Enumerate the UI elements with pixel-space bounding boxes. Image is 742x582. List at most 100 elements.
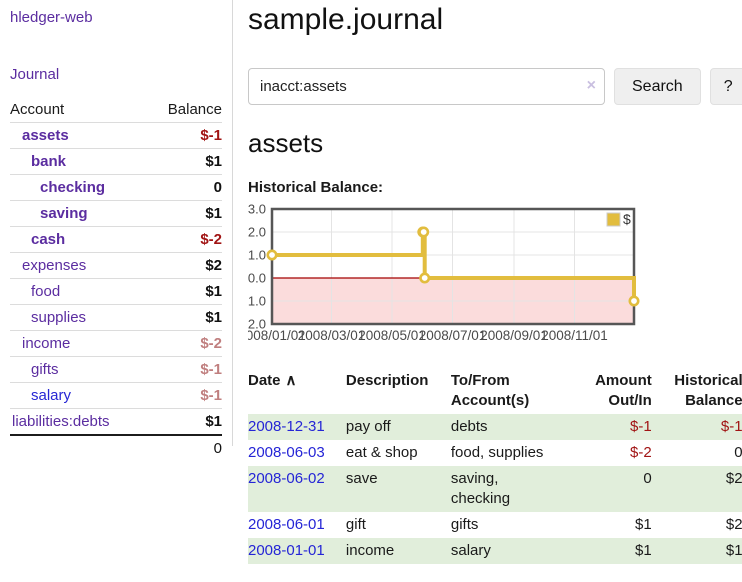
transaction-description: pay off xyxy=(345,418,391,435)
svg-text:2008/11/01: 2008/11/01 xyxy=(541,328,608,343)
transaction-date-link[interactable]: 2008-06-02 xyxy=(248,470,325,487)
transaction-date-link[interactable]: 2008-01-01 xyxy=(248,542,325,559)
register-table: Date ∧ Description To/From Account(s) Amo… xyxy=(248,368,742,564)
svg-text:2.0: 2.0 xyxy=(248,225,266,240)
account-row-liabilities-debts: liabilities:debts $1 xyxy=(10,408,222,435)
account-row-saving: saving $1 xyxy=(10,200,222,227)
historical-balance-chart[interactable]: 3.0 2.0 1.0 0.0 -1.0 -2.02008/01/012008/03/01… xyxy=(238,202,742,350)
account-link-supplies[interactable]: supplies xyxy=(31,309,87,326)
search-box: × xyxy=(248,68,605,105)
svg-text:-2.0: -2.0 xyxy=(248,317,266,332)
account-balance: $-1 xyxy=(147,356,222,383)
search-input[interactable] xyxy=(248,68,605,105)
accounts-total-row: 0 xyxy=(10,434,222,461)
transaction-description: gift xyxy=(345,516,366,533)
main-content: sample.journal × Search ? assets Histori… xyxy=(233,0,742,564)
account-balance: $1 xyxy=(147,148,222,175)
svg-text:3.0: 3.0 xyxy=(248,204,266,217)
accounts-table: Account Balance assets $-1 bank $1 check… xyxy=(10,97,222,461)
page-title: sample.journal xyxy=(248,3,444,36)
account-balance: $-2 xyxy=(147,226,222,253)
sidebar: hledger-web Journal Account Balance asse… xyxy=(0,0,233,461)
transaction-accounts: salary xyxy=(450,542,491,559)
amount-column-header: Amount Out/In xyxy=(595,372,652,409)
account-link-checking[interactable]: checking xyxy=(40,179,106,196)
transaction-amount: $1 xyxy=(635,542,652,559)
svg-text:1.0: 1.0 xyxy=(248,248,266,263)
transaction-amount: $-1 xyxy=(630,418,652,435)
transaction-balance: $2 xyxy=(725,470,742,487)
transaction-balance: $2 xyxy=(725,516,742,533)
transaction-row: 2008-12-31 pay off debts $-1 $-1 xyxy=(248,414,742,440)
transaction-amount: $1 xyxy=(635,516,652,533)
search-help-button[interactable]: ? xyxy=(709,68,742,105)
account-row-income: income $-2 xyxy=(10,330,222,357)
accounts-total-value: 0 xyxy=(147,434,222,461)
sidebar-item-journal[interactable]: Journal xyxy=(10,66,60,83)
account-link-bank[interactable]: bank xyxy=(31,153,67,170)
transaction-accounts: saving, checking xyxy=(450,470,511,507)
account-link-salary[interactable]: salary xyxy=(31,387,72,404)
account-row-bank: bank $1 xyxy=(10,148,222,175)
svg-text:2008/05/01: 2008/05/01 xyxy=(358,328,426,343)
account-row-cash: cash $-2 xyxy=(10,226,222,253)
transaction-description: income xyxy=(345,542,395,559)
search-button[interactable]: Search xyxy=(614,68,701,105)
chart-label: Historical Balance: xyxy=(248,179,384,196)
transaction-date-link[interactable]: 2008-06-01 xyxy=(248,516,325,533)
svg-text:2008/09/01: 2008/09/01 xyxy=(480,328,548,343)
account-balance: $1 xyxy=(147,304,222,331)
transaction-amount: 0 xyxy=(643,470,652,487)
svg-text:2008/03/01: 2008/03/01 xyxy=(298,328,366,343)
sort-ascending-icon: ∧ xyxy=(285,372,297,389)
accounts-table-header: Account Balance xyxy=(10,97,222,123)
svg-text:$: $ xyxy=(623,211,631,227)
account-balance: $-2 xyxy=(147,330,222,357)
transaction-description: save xyxy=(345,470,378,487)
account-row-checking: checking 0 xyxy=(10,174,222,201)
register-header-row: Date ∧ Description To/From Account(s) Amo… xyxy=(248,368,742,414)
date-column-header: Date ∧ xyxy=(248,372,297,389)
account-link-gifts[interactable]: gifts xyxy=(31,361,59,378)
transaction-balance: $1 xyxy=(725,542,742,559)
account-link-food[interactable]: food xyxy=(31,283,61,300)
account-balance: $1 xyxy=(147,408,222,435)
transaction-balance: $-1 xyxy=(720,418,742,435)
transaction-accounts: debts xyxy=(450,418,488,435)
account-link-saving[interactable]: saving xyxy=(40,205,88,222)
hledger-web-app: hledger-web Journal Account Balance asse… xyxy=(0,0,742,564)
description-column-header: Description xyxy=(345,372,429,389)
account-row-assets: assets $-1 xyxy=(10,122,222,149)
account-balance: $-1 xyxy=(147,382,222,409)
app-title-link[interactable]: hledger-web xyxy=(10,9,93,26)
account-link-income[interactable]: income xyxy=(22,335,71,352)
balance-column-header: Balance xyxy=(167,101,222,118)
account-link-liabilities-debts[interactable]: liabilities:debts xyxy=(12,413,110,430)
account-balance: 0 xyxy=(147,174,222,201)
clear-search-icon[interactable]: × xyxy=(586,77,596,94)
search-form: × Search ? xyxy=(248,68,742,105)
transaction-date-link[interactable]: 2008-06-03 xyxy=(248,444,325,461)
transaction-accounts: gifts xyxy=(450,516,479,533)
transaction-row: 2008-06-02 save saving, checking 0 $2 xyxy=(248,466,742,512)
transaction-description: eat & shop xyxy=(345,444,418,461)
account-row-expenses: expenses $2 xyxy=(10,252,222,279)
transaction-row: 2008-06-01 gift gifts $1 $2 xyxy=(248,512,742,538)
account-balance: $1 xyxy=(147,278,222,305)
account-link-assets[interactable]: assets xyxy=(22,127,69,144)
transaction-balance: 0 xyxy=(734,444,742,461)
account-link-expenses[interactable]: expenses xyxy=(22,257,87,274)
account-row-salary: salary $-1 xyxy=(10,382,222,409)
svg-text:2008/07/01: 2008/07/01 xyxy=(419,328,487,343)
transaction-row: 2008-01-01 income salary $1 $1 xyxy=(248,538,742,564)
account-row-gifts: gifts $-1 xyxy=(10,356,222,383)
account-heading: assets xyxy=(248,128,324,158)
tofrom-accounts-column-header: To/From Account(s) xyxy=(450,372,530,409)
account-row-food: food $1 xyxy=(10,278,222,305)
transaction-date-link[interactable]: 2008-12-31 xyxy=(248,418,325,435)
account-balance: $-1 xyxy=(147,122,222,149)
account-link-cash[interactable]: cash xyxy=(31,231,66,248)
historical-balance-column-header: Historical Balance xyxy=(674,372,742,409)
svg-text:0.0: 0.0 xyxy=(248,271,266,286)
transaction-row: 2008-06-03 eat & shop food, supplies $-2… xyxy=(248,440,742,466)
